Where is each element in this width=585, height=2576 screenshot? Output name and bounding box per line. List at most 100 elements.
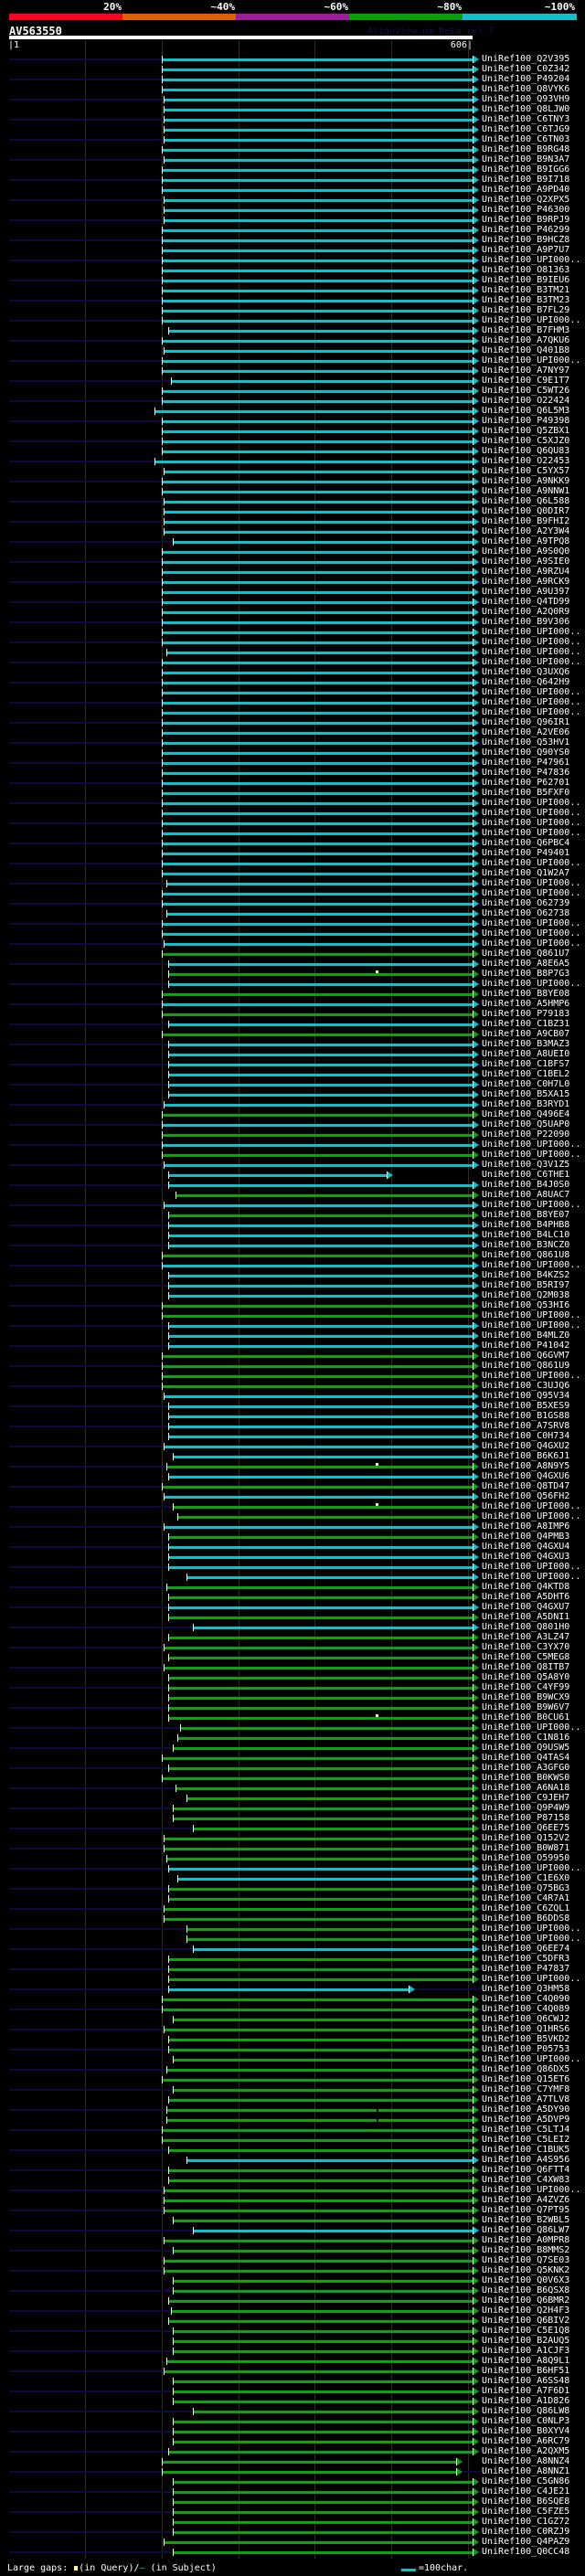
hit-label[interactable]: UniRef100_Q8LJW0: [482, 104, 570, 114]
hit-label[interactable]: UniRef100_C4R7A1: [482, 1893, 570, 1903]
hit-label[interactable]: UniRef100_A9U397: [482, 587, 570, 597]
hit-label[interactable]: UniRef100_Q53HI6: [482, 1300, 570, 1310]
hit-label[interactable]: UniRef100_A2Y3W4: [482, 526, 570, 536]
hit-label[interactable]: UniRef100_UPI000..: [482, 355, 581, 366]
hit-label[interactable]: UniRef100_C6ZQL1: [482, 1903, 570, 1913]
hit-label[interactable]: UniRef100_Q9P4W9: [482, 1803, 570, 1813]
hit-label[interactable]: UniRef100_A6SS48: [482, 2376, 570, 2386]
hit-label[interactable]: UniRef100_A4ZVZ6: [482, 2195, 570, 2205]
hit-label[interactable]: UniRef100_UPI000..: [482, 818, 581, 828]
hit-label[interactable]: UniRef100_A9NKK9: [482, 476, 570, 486]
hit-label[interactable]: UniRef100_C3YX70: [482, 1642, 570, 1652]
hit-label[interactable]: UniRef100_C1BEL2: [482, 1069, 570, 1079]
hit-label[interactable]: UniRef100_B8YE07: [482, 1210, 570, 1220]
hit-label[interactable]: UniRef100_C1E6X0: [482, 1873, 570, 1883]
hit-label[interactable]: UniRef100_A4S956: [482, 2155, 570, 2165]
hit-label[interactable]: UniRef100_B0XYV4: [482, 2426, 570, 2436]
hit-label[interactable]: UniRef100_A8IMP6: [482, 1521, 570, 1532]
hit-label[interactable]: UniRef100_C4YF99: [482, 1682, 570, 1692]
hit-label[interactable]: UniRef100_UPI000..: [482, 828, 581, 838]
hit-label[interactable]: UniRef100_Q6EE74: [482, 1944, 570, 1954]
hit-label[interactable]: UniRef100_A8Q9L1: [482, 2356, 570, 2366]
hit-label[interactable]: UniRef100_C6TNY3: [482, 114, 570, 124]
hit-label[interactable]: UniRef100_UPI000..: [482, 928, 581, 938]
hit-label[interactable]: UniRef100_B3TM21: [482, 285, 570, 295]
hit-label[interactable]: UniRef100_P47837: [482, 1964, 570, 1974]
hit-label[interactable]: UniRef100_Q0DIR7: [482, 506, 570, 516]
hit-label[interactable]: UniRef100_A1CJF3: [482, 2346, 570, 2356]
hit-label[interactable]: UniRef100_Q8VYK6: [482, 84, 570, 94]
hit-label[interactable]: UniRef100_A9P7U7: [482, 245, 570, 255]
hit-label[interactable]: UniRef100_Q861U7: [482, 949, 570, 959]
hit-label[interactable]: UniRef100_Q5UAP0: [482, 1119, 570, 1129]
hit-label[interactable]: UniRef100_C5XJZ0: [482, 436, 570, 446]
hit-label[interactable]: UniRef100_UPI000..: [482, 1320, 581, 1330]
hit-label[interactable]: UniRef100_A5DY90: [482, 2104, 570, 2115]
hit-label[interactable]: UniRef100_Q2V395: [482, 54, 570, 64]
hit-label[interactable]: UniRef100_C0H734: [482, 1431, 570, 1441]
hit-label[interactable]: UniRef100_Q90YS0: [482, 747, 570, 758]
hit-label[interactable]: UniRef100_B9RG48: [482, 144, 570, 154]
hit-label[interactable]: UniRef100_B2WBL5: [482, 2215, 570, 2225]
hit-label[interactable]: UniRef100_A2VE06: [482, 727, 570, 737]
hit-label[interactable]: UniRef100_A6RC79: [482, 2436, 570, 2446]
hit-label[interactable]: UniRef100_O62739: [482, 898, 570, 908]
hit-label[interactable]: UniRef100_B9IGG6: [482, 164, 570, 175]
hit-label[interactable]: UniRef100_A1D826: [482, 2396, 570, 2406]
hit-label[interactable]: UniRef100_B9FHI2: [482, 516, 570, 526]
hit-label[interactable]: UniRef100_Q9USW5: [482, 1743, 570, 1753]
hit-label[interactable]: UniRef100_A5DNI1: [482, 1612, 570, 1622]
hit-label[interactable]: UniRef100_B6DDS8: [482, 1913, 570, 1924]
hit-label[interactable]: UniRef100_C7YMF8: [482, 2084, 570, 2094]
hit-label[interactable]: UniRef100_Q152V2: [482, 1833, 570, 1843]
hit-label[interactable]: UniRef100_C4Q089: [482, 2004, 570, 2014]
hit-label[interactable]: UniRef100_B5VKD2: [482, 2034, 570, 2044]
hit-label[interactable]: UniRef100_A3GFG0: [482, 1763, 570, 1773]
hit-label[interactable]: UniRef100_C6TJG9: [482, 124, 570, 134]
hit-label[interactable]: UniRef100_Q6FTT4: [482, 2165, 570, 2175]
hit-label[interactable]: UniRef100_UPI000..: [482, 687, 581, 697]
hit-label[interactable]: UniRef100_B6K6J1: [482, 1451, 570, 1461]
hit-label[interactable]: UniRef100_O22453: [482, 456, 570, 466]
hit-label[interactable]: UniRef100_A7SRV8: [482, 1421, 570, 1431]
hit-label[interactable]: UniRef100_B5XA15: [482, 1089, 570, 1099]
hit-label[interactable]: UniRef100_Q8ITB7: [482, 1662, 570, 1672]
hit-label[interactable]: UniRef100_Q2M038: [482, 1290, 570, 1300]
hit-label[interactable]: UniRef100_UPI000..: [482, 1863, 581, 1873]
hit-label[interactable]: UniRef100_A8NNZ4: [482, 2456, 570, 2466]
hit-label[interactable]: UniRef100_A2Q0R9: [482, 607, 570, 617]
hit-label[interactable]: UniRef100_UPI000..: [482, 2054, 581, 2064]
hit-label[interactable]: UniRef100_Q3UXQ6: [482, 667, 570, 677]
hit-label[interactable]: UniRef100_UPI000..: [482, 938, 581, 949]
hit-label[interactable]: UniRef100_Q4GXU3: [482, 1552, 570, 1562]
hit-label[interactable]: UniRef100_A9TPQ8: [482, 536, 570, 546]
hit-label[interactable]: UniRef100_B8P7G3: [482, 969, 570, 979]
hit-label[interactable]: UniRef100_Q6L5M3: [482, 406, 570, 416]
hit-label[interactable]: UniRef100_C9E1T7: [482, 376, 570, 386]
hit-label[interactable]: UniRef100_Q95V34: [482, 1391, 570, 1401]
hit-label[interactable]: UniRef100_B9N3A7: [482, 154, 570, 164]
hit-label[interactable]: UniRef100_C3UJQ6: [482, 1381, 570, 1391]
hit-label[interactable]: UniRef100_C5WT26: [482, 386, 570, 396]
hit-label[interactable]: UniRef100_P49401: [482, 848, 570, 858]
hit-label[interactable]: UniRef100_UPI000..: [482, 1260, 581, 1270]
hit-label[interactable]: UniRef100_Q0CC48: [482, 2547, 570, 2557]
hit-label[interactable]: UniRef100_Q3HM58: [482, 1984, 570, 1994]
hit-label[interactable]: UniRef100_Q4GXU2: [482, 1441, 570, 1451]
hit-label[interactable]: UniRef100_C0Z342: [482, 64, 570, 74]
hit-label[interactable]: UniRef100_UPI000..: [482, 255, 581, 265]
hit-label[interactable]: UniRef100_Q1HRS6: [482, 2024, 570, 2034]
hit-label[interactable]: UniRef100_Q4GXU6: [482, 1471, 570, 1481]
hit-label[interactable]: UniRef100_A7F6D1: [482, 2386, 570, 2396]
hit-label[interactable]: UniRef100_A9RZU4: [482, 567, 570, 577]
hit-label[interactable]: UniRef100_B3NCZ0: [482, 1240, 570, 1250]
hit-label[interactable]: UniRef100_A9RCK9: [482, 577, 570, 587]
hit-label[interactable]: UniRef100_Q6BIV2: [482, 2316, 570, 2326]
hit-label[interactable]: UniRef100_A9SIE0: [482, 557, 570, 567]
hit-label[interactable]: UniRef100_C5DFR3: [482, 1954, 570, 1964]
hit-label[interactable]: UniRef100_UPI000..: [482, 1310, 581, 1320]
hit-label[interactable]: UniRef100_A7QKU6: [482, 335, 570, 345]
hit-label[interactable]: UniRef100_C4JE21: [482, 2486, 570, 2496]
hit-label[interactable]: UniRef100_UPI000..: [482, 979, 581, 989]
hit-label[interactable]: UniRef100_C9JEH7: [482, 1793, 570, 1803]
